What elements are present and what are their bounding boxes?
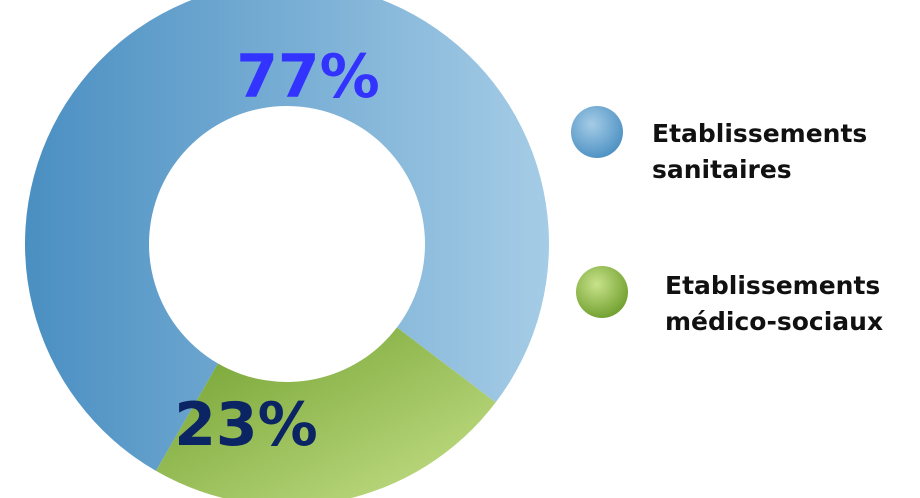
data-label-77-percent: 77% <box>236 42 380 112</box>
data-label-23-percent: 23% <box>174 390 318 460</box>
legend-label-medico-sociaux: Etablissements médico-sociaux <box>665 271 884 336</box>
legend-marker-sanitaires <box>571 106 623 158</box>
legend-label-sanitaires: Etablissements sanitaires <box>652 119 868 184</box>
legend-marker-medico-sociaux <box>576 266 628 318</box>
slice-etablissements-sanitaires <box>25 0 549 471</box>
slice-etablissements-medico-sociaux <box>156 327 496 498</box>
